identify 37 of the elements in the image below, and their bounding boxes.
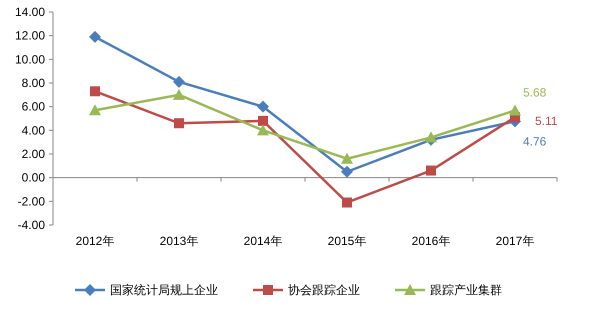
point xyxy=(89,30,101,43)
point xyxy=(257,100,269,113)
point xyxy=(425,131,437,142)
point xyxy=(509,104,521,116)
xtick: 2012年 xyxy=(76,234,114,248)
xtick: 2013年 xyxy=(160,234,198,248)
ytick: 10.00 xyxy=(14,52,45,66)
ytick: 4.00 xyxy=(22,123,45,138)
point xyxy=(173,88,185,100)
annotation: 5.11 xyxy=(535,114,558,128)
legend-label: 国家统计局规上企业 xyxy=(110,283,218,297)
legend-label: 跟踪产业集群 xyxy=(430,283,502,297)
ytick: 6.00 xyxy=(22,100,45,114)
point xyxy=(341,152,353,164)
ytick: -2.00 xyxy=(18,194,45,208)
legend-label: 协会跟踪企业 xyxy=(288,283,360,297)
ytick: 0.00 xyxy=(22,170,45,185)
xtick: 2017年 xyxy=(496,234,534,248)
ytick: 8.00 xyxy=(22,76,45,90)
point xyxy=(89,104,101,116)
point xyxy=(174,118,184,128)
annotation: 4.76 xyxy=(523,134,546,148)
point xyxy=(342,198,352,208)
point xyxy=(258,116,268,126)
ytick: 14.00 xyxy=(14,5,45,19)
ytick: 12.00 xyxy=(14,28,45,43)
point xyxy=(173,76,185,88)
point xyxy=(426,166,436,176)
ytick: -4.00 xyxy=(18,218,45,232)
annotation: 5.68 xyxy=(523,85,546,100)
point xyxy=(257,124,269,136)
xtick: 2014年 xyxy=(244,234,282,248)
point xyxy=(341,166,353,178)
ytick: 2.00 xyxy=(22,147,45,161)
xtick: 2015年 xyxy=(328,234,366,248)
xtick: 2016年 xyxy=(412,234,450,248)
point xyxy=(90,86,100,96)
